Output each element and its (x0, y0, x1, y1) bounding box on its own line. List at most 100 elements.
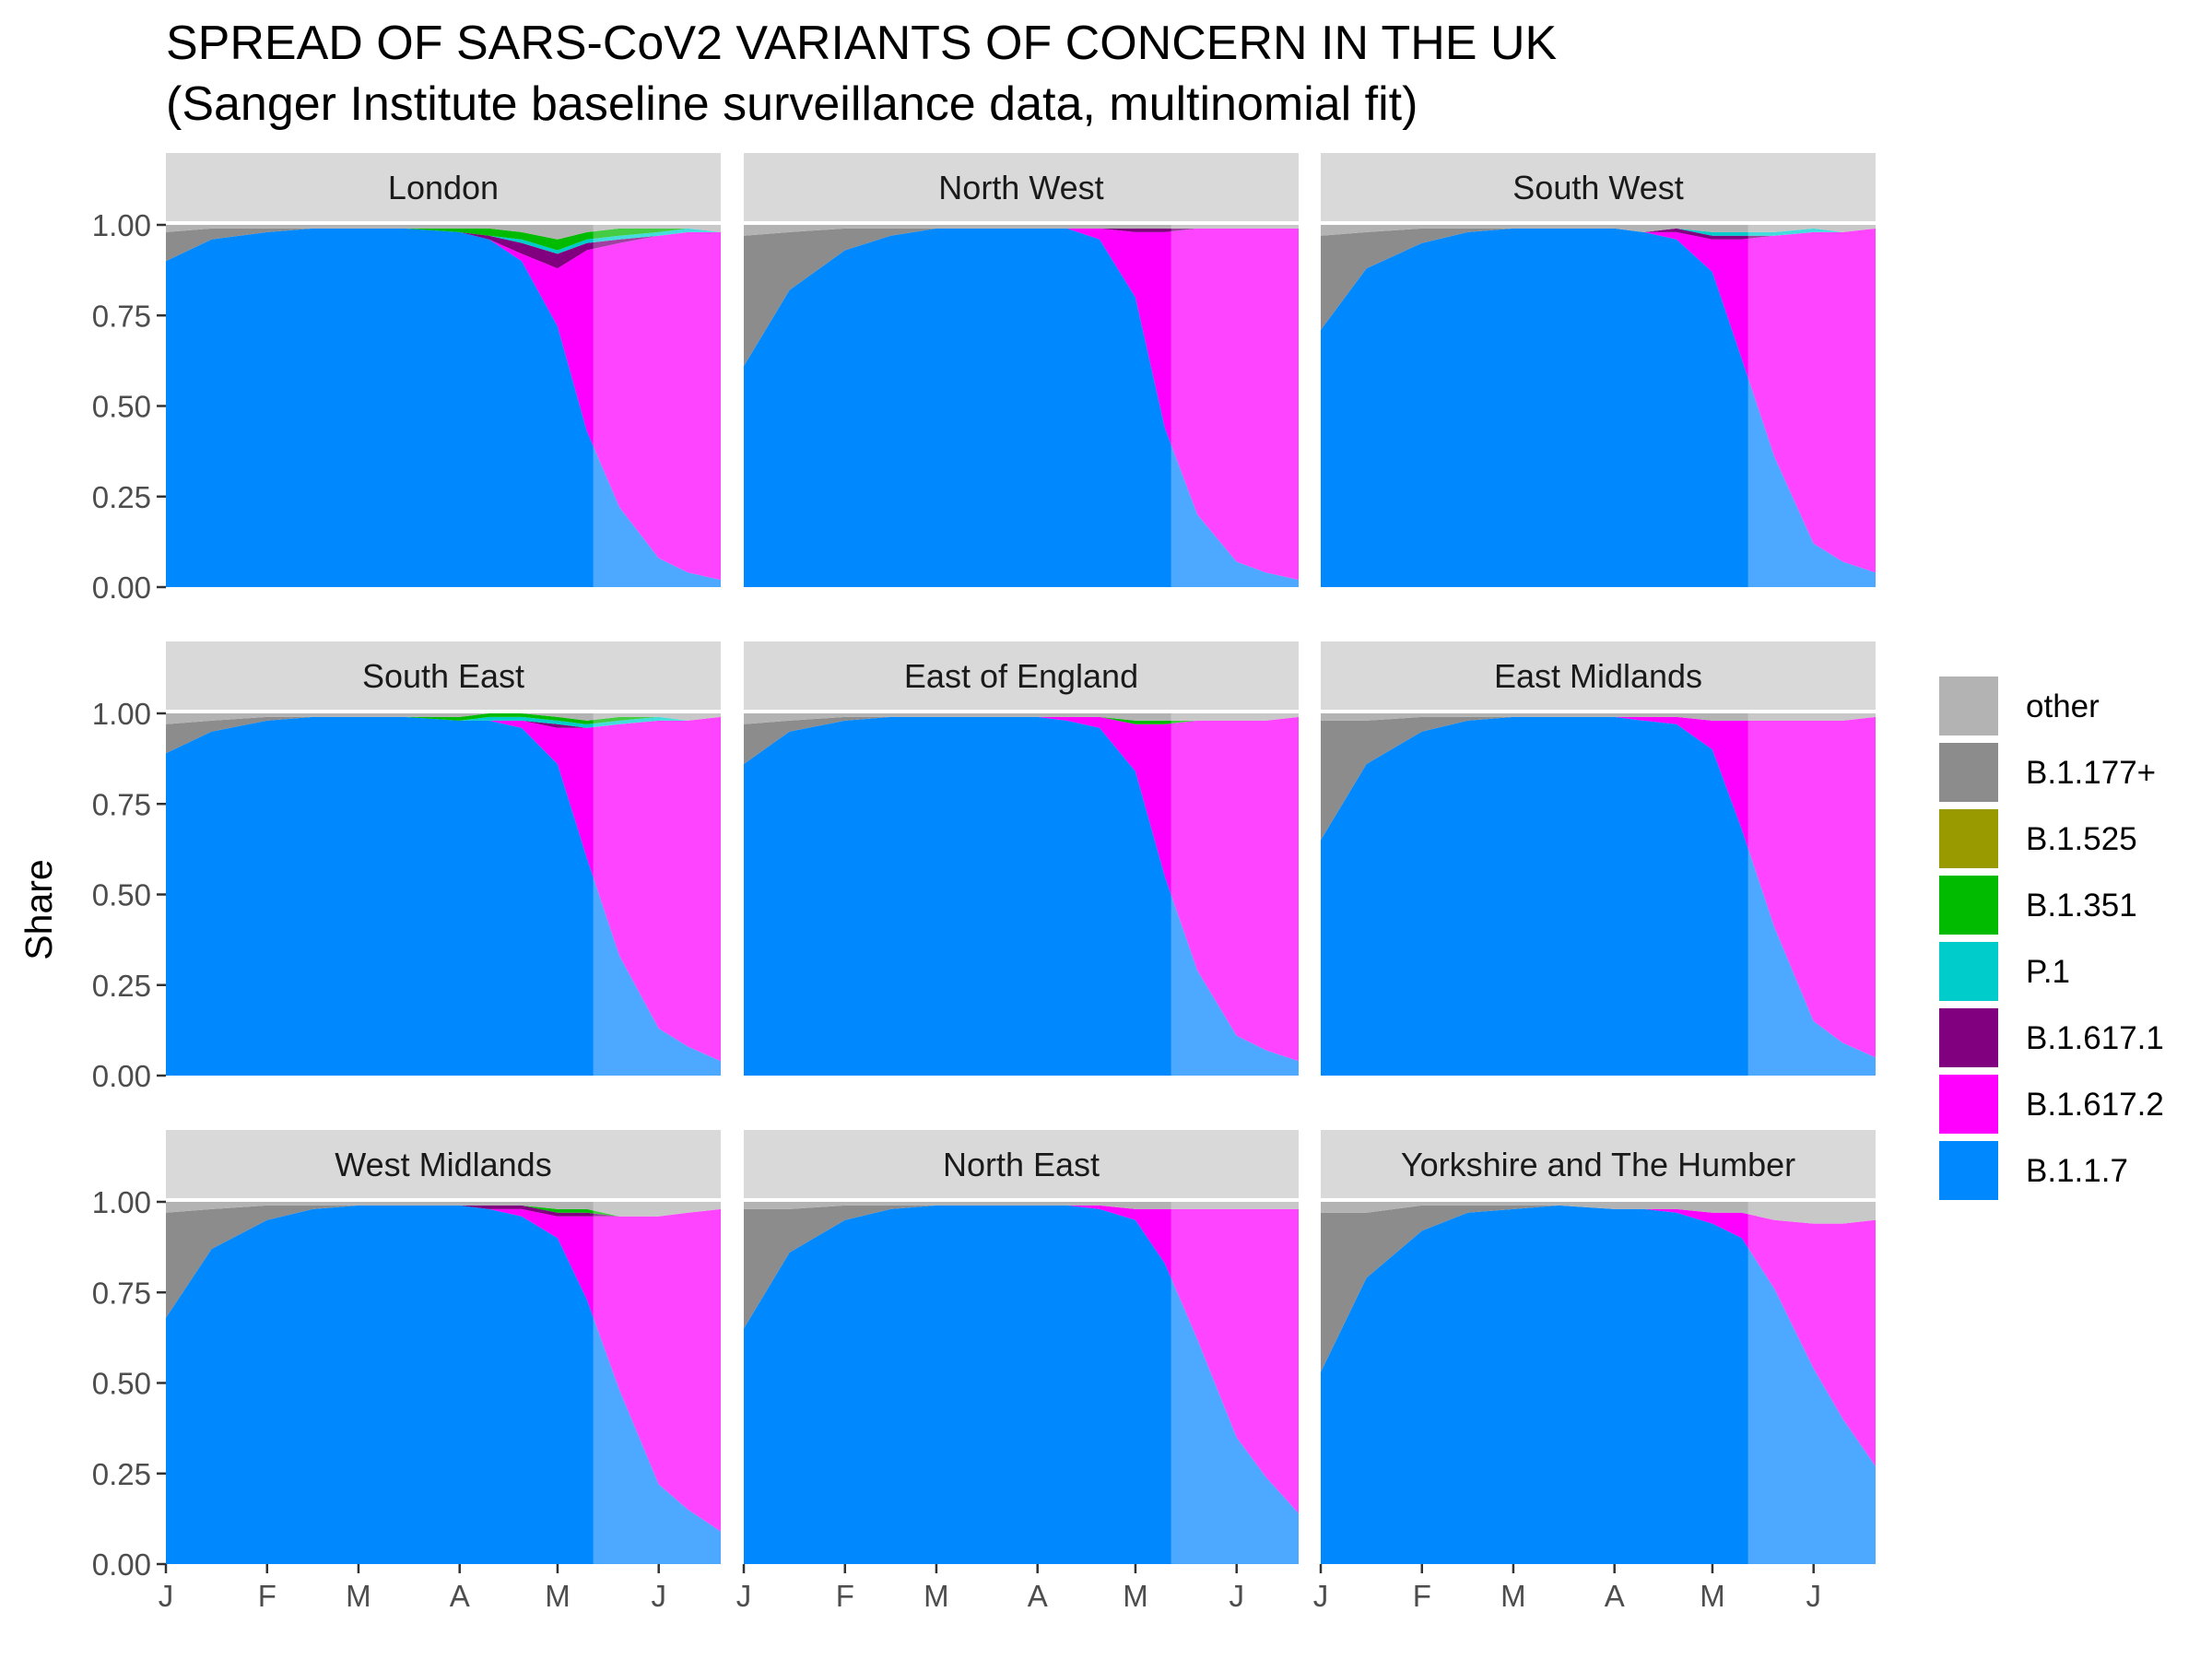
area-b-1-1-7-observed (1321, 1205, 1748, 1564)
legend-key-p-1 (1939, 942, 1998, 1001)
area-p-1-predicted (593, 228, 721, 242)
y-tick-label: 0.75 (92, 787, 151, 821)
x-tick-label: A (1028, 1579, 1048, 1613)
area-b-1-617-1-predicted (593, 1208, 721, 1217)
area-b-1-1-7-observed (166, 716, 594, 1076)
x-tick-label: M (1700, 1579, 1725, 1613)
facet-strip-label: South West (1512, 169, 1683, 206)
area-b-1-351-observed (744, 716, 1171, 764)
area-b-1-177--observed (744, 716, 1171, 764)
area-other-predicted (1747, 1202, 1876, 1224)
facet-strip (1321, 1130, 1876, 1198)
area-p-1-observed (166, 716, 594, 754)
facet-strip-label: North West (938, 169, 1103, 206)
legend-key-b-1-351 (1939, 876, 1998, 935)
area-b-1-1-7-observed (166, 1205, 594, 1564)
legend-key-b-1-617-1 (1939, 1008, 1998, 1067)
area-other-observed (744, 713, 1171, 724)
legend-key-b-1-617-2 (1939, 1075, 1998, 1134)
area-b-1-1-7-predicted (593, 1317, 721, 1564)
area-b-1-1-7-predicted (1747, 378, 1876, 587)
x-tick-label: F (1413, 1579, 1431, 1613)
legend: other B.1.177+ B.1.525 B.1.351 P.1 B.1.617.1 B… (1939, 677, 2164, 1200)
area-b-1-351-predicted (593, 716, 721, 724)
area-b-1-177--observed (166, 228, 594, 262)
area-b-1-617-2-predicted (593, 231, 721, 581)
chart-title-line2: (Sanger Institute baseline surveillance … (166, 77, 1418, 131)
x-tick-label: J (736, 1579, 752, 1613)
facet-panel: East of England (744, 641, 1299, 1076)
area-b-1-177--observed (1321, 716, 1748, 841)
area-other-observed (1321, 713, 1748, 721)
area-b-1-1-7-observed (1321, 228, 1748, 587)
area-b-1-1-7-predicted (593, 877, 721, 1076)
x-tick-label: J (1313, 1579, 1329, 1613)
area-other-observed (166, 1202, 594, 1213)
facet-panel: South East 0.00 0.25 0.50 0.75 1.00 (92, 641, 721, 1093)
y-tick-label: 0.75 (92, 299, 151, 333)
facet-strip-label: East Midlands (1494, 657, 1702, 695)
facet-strip (166, 641, 721, 710)
facet-strip (744, 153, 1299, 221)
area-b-1-1-7-observed (1321, 716, 1748, 1076)
y-tick-label: 0.00 (92, 1059, 151, 1093)
facet-panel: South West (1321, 153, 1876, 587)
y-tick-label: 1.00 (92, 1185, 151, 1219)
area-other-observed (1321, 1202, 1748, 1215)
area-b-1-617-2-predicted (1747, 1214, 1876, 1466)
facet-panel: West Midlands 0.00 0.25 0.50 0.75 1.00 J F M A M J (92, 1130, 721, 1613)
y-tick-label: 0.00 (92, 571, 151, 605)
area-other-predicted (1171, 713, 1299, 721)
legend-key-b-1-177- (1939, 743, 1998, 802)
x-tick-label: A (1605, 1579, 1625, 1613)
legend-key-b-1-525 (1939, 809, 1998, 868)
area-b-1-617-2-predicted (1171, 228, 1299, 581)
facet-strip-label: Yorkshire and The Humber (1401, 1146, 1795, 1183)
area-b-1-617-2-observed (744, 1205, 1171, 1329)
facet-strip (744, 1130, 1299, 1198)
area-other-predicted (1171, 1202, 1299, 1209)
y-tick-label: 0.50 (92, 1367, 151, 1401)
y-tick-label: 0.50 (92, 390, 151, 424)
facet-strip (166, 153, 721, 221)
legend-label: P.1 (2026, 954, 2070, 990)
x-tick-label: J (1806, 1579, 1821, 1613)
legend-key-b-1-1-7 (1939, 1141, 1998, 1200)
y-tick-label: 1.00 (92, 208, 151, 242)
area-other-observed (1321, 225, 1748, 236)
facet-strip-label: South East (362, 657, 524, 695)
y-tick-label: 0.25 (92, 1457, 151, 1491)
area-b-1-617-2-predicted (593, 1208, 721, 1532)
area-other-observed (744, 225, 1171, 236)
area-b-1-1-7-observed (744, 716, 1171, 1076)
y-axis-title: Share (18, 859, 60, 959)
y-tick-label: 1.00 (92, 697, 151, 731)
facet-strip-label: East of England (904, 657, 1138, 695)
facet-panel: East Midlands (1321, 641, 1876, 1076)
area-b-1-617-2-predicted (1171, 1208, 1299, 1513)
x-tick-label: F (836, 1579, 854, 1613)
area-other-observed (744, 1202, 1171, 1209)
area-b-1-351-predicted (593, 228, 721, 239)
x-tick-label: M (545, 1579, 571, 1613)
legend-label: B.1.617.1 (2026, 1020, 2164, 1056)
area-other-predicted (1747, 225, 1876, 232)
area-b-1-177--observed (166, 1205, 594, 1318)
y-tick-label: 0.25 (92, 969, 151, 1003)
facet-panels: London 0.00 0.25 0.50 0.75 1.00 North West Sout… (92, 153, 1876, 1613)
legend-label: B.1.1.7 (2026, 1153, 2128, 1189)
area-b-1-1-7-predicted (1171, 444, 1299, 587)
facet-strip (166, 1130, 721, 1198)
area-b-1-1-7-observed (744, 228, 1171, 587)
area-b-1-617-2-observed (1321, 228, 1748, 379)
facet-strip (1321, 153, 1876, 221)
x-tick-label: M (924, 1579, 949, 1613)
facet-strip (1321, 641, 1876, 710)
area-b-1-617-2-observed (1321, 716, 1748, 850)
area-p-1-predicted (593, 716, 721, 727)
x-tick-label: J (1229, 1579, 1244, 1613)
facet-strip (744, 641, 1299, 710)
x-tick-label: J (159, 1579, 174, 1613)
y-tick-label: 0.25 (92, 480, 151, 514)
